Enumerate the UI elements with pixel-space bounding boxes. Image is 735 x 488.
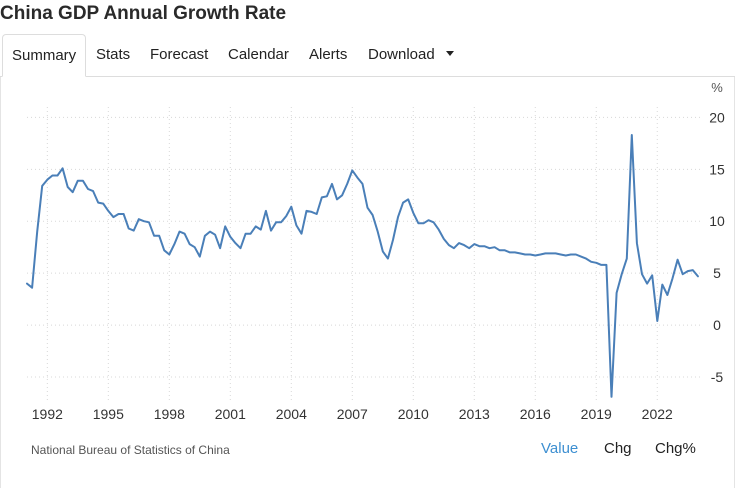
tab-summary[interactable]: Summary bbox=[2, 34, 87, 77]
source-label: National Bureau of Statistics of China bbox=[31, 443, 230, 457]
x-tick-label: 2013 bbox=[459, 406, 490, 422]
x-tick-label: 1998 bbox=[154, 406, 185, 422]
value-toggle[interactable]: Value bbox=[541, 440, 579, 457]
y-tick-label: 15 bbox=[709, 161, 725, 177]
tab-forecast-label: Forecast bbox=[150, 46, 209, 63]
y-tick-label: -5 bbox=[711, 369, 724, 385]
x-tick-label: 2010 bbox=[398, 406, 429, 422]
tab-calendar[interactable]: Calendar bbox=[228, 34, 289, 76]
x-tick-label: 2019 bbox=[581, 406, 612, 422]
tab-summary-label: Summary bbox=[12, 47, 77, 64]
tab-stats-label: Stats bbox=[96, 46, 131, 63]
chg-toggle[interactable]: Chg bbox=[604, 440, 632, 457]
tab-calendar-label: Calendar bbox=[228, 46, 289, 63]
tab-forecast[interactable]: Forecast bbox=[150, 34, 208, 76]
x-tick-label: 1992 bbox=[32, 406, 63, 422]
x-tick-label: 1995 bbox=[93, 406, 124, 422]
series-line bbox=[26, 134, 699, 398]
x-tick-label: 2016 bbox=[520, 406, 551, 422]
page-title: China GDP Annual Growth Rate bbox=[0, 3, 287, 24]
x-tick-label: 2001 bbox=[215, 406, 246, 422]
tab-alerts-label: Alerts bbox=[309, 46, 348, 63]
chart-panel: -5 0 5 10 15 20 1992 1995 1998 2001 2004 2007 2010 20… bbox=[0, 77, 735, 488]
y-tick-label: 5 bbox=[713, 265, 721, 281]
x-tick-label: 2022 bbox=[642, 406, 673, 422]
tab-download-label: Download bbox=[368, 46, 435, 63]
chart-svg: -5 0 5 10 15 20 1992 1995 1998 2001 2004 2007 2010 20… bbox=[26, 80, 725, 422]
caret-down-icon bbox=[445, 50, 454, 56]
chg-percent-toggle[interactable]: Chg% bbox=[655, 440, 696, 457]
line-layer bbox=[26, 134, 699, 398]
tab-alerts[interactable]: Alerts bbox=[309, 34, 347, 76]
y-tick-label: 0 bbox=[713, 317, 721, 333]
tab-bar: Summary Stats Forecast Calendar Alerts D… bbox=[0, 34, 735, 77]
tab-stats[interactable]: Stats bbox=[96, 34, 130, 76]
x-tick-label: 2004 bbox=[276, 406, 307, 422]
x-tick-label: 2007 bbox=[337, 406, 368, 422]
label-layer: -5 0 5 10 15 20 1992 1995 1998 2001 2004 2007 2010 20… bbox=[32, 80, 725, 422]
grid-layer bbox=[27, 107, 703, 403]
y-tick-label: 20 bbox=[709, 109, 725, 125]
y-tick-label: 10 bbox=[709, 213, 725, 229]
y-unit-label: % bbox=[711, 80, 723, 95]
tab-download[interactable]: Download bbox=[368, 34, 454, 76]
